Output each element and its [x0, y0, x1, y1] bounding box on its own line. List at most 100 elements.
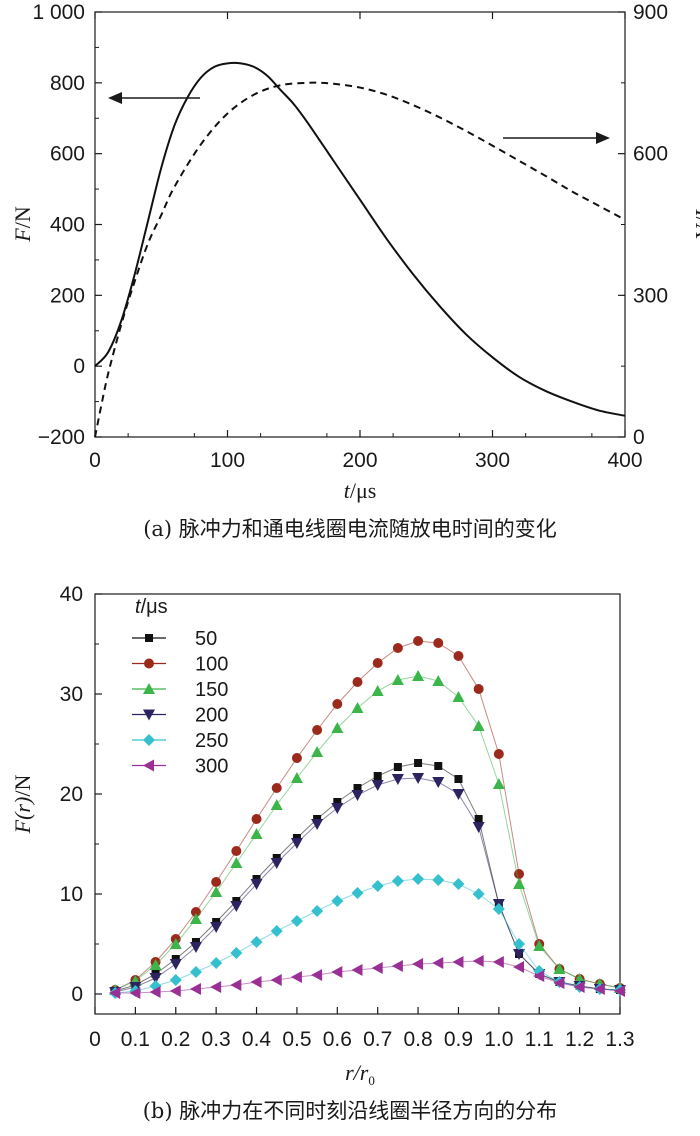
chart-b-point-100: [231, 846, 242, 856]
chart-b-point-200: [472, 822, 485, 833]
chart-b-point-150: [553, 963, 566, 974]
chart-b-x-tick-label: 0.7: [363, 1028, 392, 1051]
chart-b-point-250: [513, 938, 526, 950]
chart-b-legend-label-200: 200: [195, 705, 228, 727]
chart-a-x-ticks: 0 100 200 300 400: [89, 12, 643, 472]
chart-b-point-250: [492, 903, 505, 915]
chart-a-y-right-ticks: 0 300 600 900: [618, 1, 668, 449]
chart-b-point-200: [169, 959, 182, 970]
chart-a-y-right-tick-label: 600: [633, 143, 668, 166]
chart-b-point-300: [210, 981, 222, 993]
chart-b-point-50: [454, 775, 463, 783]
chart-b-point-200: [452, 789, 465, 800]
chart-b-point-250: [270, 925, 283, 937]
chart-b-point-150: [492, 778, 505, 789]
chart-b-point-300: [371, 962, 383, 974]
chart-b-point-250: [290, 915, 303, 927]
chart-b-point-150: [189, 913, 202, 924]
chart-b-point-300: [432, 957, 444, 969]
chart-b-point-300: [533, 970, 545, 982]
chart-a-y-right-tick-label: 0: [633, 426, 645, 449]
chart-b-point-200: [371, 780, 384, 791]
chart-b-plot-frame: [94, 593, 621, 1015]
chart-b-legend-item-50: 50: [132, 628, 217, 650]
chart-b-point-300: [553, 977, 565, 989]
chart-b-point-300: [573, 981, 585, 993]
chart-b-point-150: [452, 691, 465, 702]
chart-b-point-200: [189, 942, 202, 953]
chart-b-legend-item-100: 100: [132, 654, 228, 676]
chart-b-x-tick-label: 0.3: [202, 1028, 231, 1051]
chart-b-point-50: [353, 784, 362, 792]
chart-b-point-100: [433, 638, 444, 648]
chart-b-point-100: [473, 684, 484, 694]
chart-b-legend-item-150: 150: [132, 679, 228, 701]
chart-b-point-300: [331, 966, 343, 978]
chart-b-point-200: [351, 790, 364, 801]
chart-b-point-100: [332, 699, 343, 709]
chart-b-point-100: [392, 643, 403, 653]
chart-b-y-ticks: 0 10 20 30 40: [60, 583, 102, 1006]
chart-b-point-300: [452, 956, 464, 968]
chart-b-point-100: [251, 814, 262, 824]
chart-b-ylabel: F(r)/N: [10, 775, 35, 835]
chart-b-point-250: [371, 880, 384, 892]
chart-b-point-200: [230, 901, 243, 912]
chart-b-point-200: [290, 838, 303, 849]
chart-b-point-150: [169, 938, 182, 949]
chart-b-point-300: [391, 960, 403, 972]
chart-a-caption: (a) 脉冲力和通电线圈电流随放电时间的变化: [143, 517, 557, 541]
chart-b-legend-marker-50: [145, 634, 153, 642]
chart-b-y-tick-label: 40: [60, 583, 83, 606]
chart-b-point-200: [270, 858, 283, 869]
chart-a-plot-frame: [94, 11, 626, 438]
chart-b-legend-item-250: 250: [132, 730, 228, 752]
chart-b-x-tick-label: 0: [89, 1028, 101, 1051]
chart-b-legend-item-300: 300: [132, 756, 228, 778]
chart-b-legend: t/μs 50 100 150 200 250 300: [132, 596, 228, 778]
chart-b-point-300: [230, 979, 242, 991]
chart-b-series-250: [109, 873, 626, 999]
chart-b-y-tick-label: 10: [60, 883, 83, 906]
chart-b-point-300: [129, 987, 141, 999]
chart-b-point-250: [169, 974, 182, 986]
chart-b-y-tick-label: 20: [60, 783, 83, 806]
chart-b-point-200: [513, 949, 526, 960]
chart-b-point-150: [513, 878, 526, 889]
chart-a-y-left-tick-label: 0: [73, 355, 85, 378]
chart-b-point-100: [514, 869, 525, 879]
chart-b-point-250: [452, 878, 465, 890]
chart-b-point-100: [190, 907, 201, 917]
chart-b-point-50: [434, 762, 443, 770]
chart-b-point-100: [312, 725, 323, 735]
chart-a-y-right-tick-label: 900: [633, 1, 668, 24]
chart-a-right-arrow: [503, 132, 610, 144]
chart-b-point-200: [250, 879, 263, 890]
chart-b-point-150: [533, 940, 546, 951]
chart-b-series-200: [109, 773, 626, 998]
chart-b-legend-label-50: 50: [195, 628, 217, 650]
chart-a-series-I-line: [94, 81, 626, 438]
chart-a-series-F-line: [94, 61, 626, 417]
chart-b-point-250: [391, 875, 404, 887]
chart-b-point-250: [230, 947, 243, 959]
chart-b-point-200: [331, 803, 344, 814]
chart-b-legend-marker-100: [144, 658, 154, 669]
chart-b-point-50: [333, 798, 342, 806]
chart-b-legend-label-250: 250: [195, 730, 228, 752]
chart-b-x-tick-label: 0.9: [444, 1028, 473, 1051]
chart-b-point-200: [391, 774, 404, 785]
chart-b-point-100: [352, 677, 363, 687]
chart-b-point-250: [311, 905, 324, 917]
chart-b-point-250: [472, 888, 485, 900]
chart-b-point-300: [351, 964, 363, 976]
chart-b-x-tick-label: 0.4: [242, 1028, 272, 1051]
chart-b-point-150: [331, 722, 344, 733]
chart-b-x-tick-label: 1.1: [525, 1028, 554, 1051]
chart-b-point-300: [513, 961, 525, 973]
chart-b-point-300: [290, 971, 302, 983]
chart-b-point-200: [432, 777, 445, 788]
chart-b-legend-marker-300: [143, 759, 154, 772]
chart-a-x-tick-label: 200: [342, 449, 377, 472]
